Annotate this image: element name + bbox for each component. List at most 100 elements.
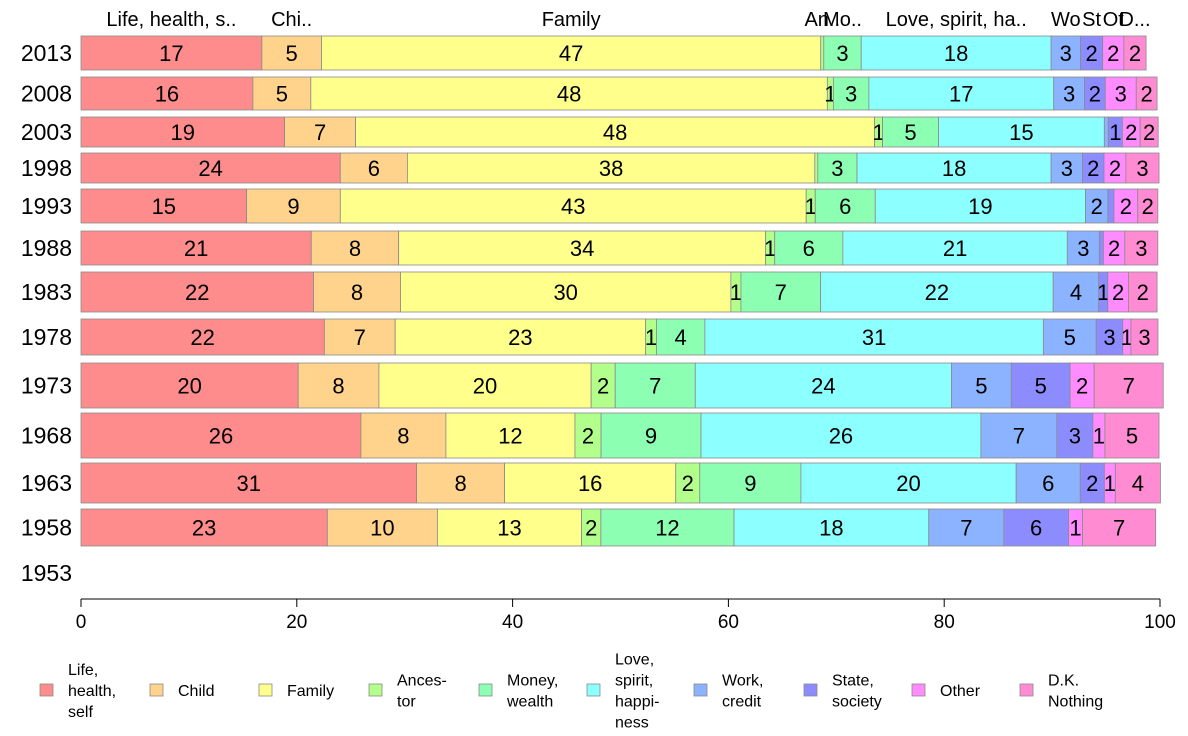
data-label: 16 (155, 82, 179, 107)
data-label: 2 (1076, 374, 1088, 399)
x-tick-label: 40 (502, 612, 523, 633)
data-label: 3 (831, 156, 843, 181)
data-label: 1 (805, 194, 817, 219)
year-label: 1963 (21, 470, 72, 496)
bar-segment (820, 271, 1054, 313)
data-label: 20 (177, 374, 201, 399)
bar-segment (80, 362, 299, 409)
bar-segment (310, 230, 400, 266)
data-label: 30 (553, 280, 577, 305)
bar-segment (1066, 230, 1100, 266)
year-label: 2003 (21, 119, 72, 145)
bar-segment (416, 462, 506, 504)
data-label: 4 (1070, 280, 1082, 305)
data-label: 3 (1060, 41, 1072, 66)
data-label: 4 (675, 325, 687, 350)
bar-segment (80, 412, 362, 459)
data-label: 2 (1125, 120, 1137, 145)
bar-segment (252, 76, 312, 111)
bar-segment (398, 230, 767, 266)
data-label: 3 (1136, 156, 1148, 181)
data-label: 3 (1063, 82, 1075, 107)
bar-segment (823, 35, 862, 71)
legend-swatch (803, 683, 818, 697)
data-label: 2 (1109, 156, 1121, 181)
data-label: 7 (775, 280, 787, 305)
column-header: An.. (804, 9, 840, 31)
legend: Life, health, self Child Family Ances-tor Mone… (39, 652, 1103, 732)
legend-swatch (478, 683, 493, 697)
bar-segment (355, 116, 876, 148)
data-label: 12 (498, 424, 522, 449)
bar-segment (1015, 462, 1081, 504)
x-tick-label: 20 (286, 612, 307, 633)
bar-segment (1082, 508, 1157, 547)
data-label: 24 (198, 156, 222, 181)
bar-segment (980, 412, 1058, 459)
bar-segment (1095, 318, 1124, 356)
data-label: 7 (1123, 374, 1135, 399)
data-label: 7 (960, 516, 972, 541)
data-label: 31 (862, 325, 886, 350)
data-label: 1 (1093, 424, 1105, 449)
data-label: 16 (578, 471, 602, 496)
bar-segment (1010, 362, 1071, 409)
year-label: 1978 (21, 324, 72, 350)
data-label: 1 (1104, 471, 1116, 496)
bar-segment (1079, 462, 1105, 504)
data-label: 19 (171, 120, 195, 145)
bar-segment (394, 318, 647, 356)
bar-segment (740, 271, 822, 313)
bar-segment (699, 462, 802, 504)
bar-segment (951, 362, 1012, 409)
data-label: 5 (286, 41, 298, 66)
column-header: St (1082, 9, 1101, 31)
bar-segment (313, 271, 401, 313)
bar-segment (820, 35, 825, 71)
data-label: 2 (585, 516, 597, 541)
data-label: 3 (836, 41, 848, 66)
x-tick-label: 100 (1144, 612, 1176, 633)
legend-label: Life, health, self (68, 662, 116, 721)
data-label: 21 (184, 236, 208, 261)
data-label: 12 (655, 516, 679, 541)
bar-segment (80, 76, 254, 111)
data-label: 22 (190, 325, 214, 350)
bar-segment (1103, 116, 1109, 148)
data-label: 43 (561, 194, 585, 219)
column-header: D... (1119, 9, 1150, 31)
legend-label: Money, wealth (506, 673, 558, 711)
bar-segment (1104, 76, 1137, 111)
data-label: 3 (1115, 82, 1127, 107)
data-label: 2 (582, 424, 594, 449)
legend-swatch (1019, 683, 1034, 697)
data-label: 15 (152, 194, 176, 219)
bar-segment (323, 318, 396, 356)
data-label: 2 (1087, 156, 1099, 181)
bar-segment (1042, 318, 1097, 356)
x-tick-label: 60 (718, 612, 739, 633)
bar-segment (868, 76, 1055, 111)
bar-segment (733, 508, 930, 547)
data-label: 2 (1143, 120, 1155, 145)
data-label: 6 (1030, 516, 1042, 541)
data-label: 2 (1129, 41, 1141, 66)
legend-label: Family (287, 683, 334, 700)
year-label: 1988 (21, 235, 72, 261)
x-tick-label: 0 (76, 612, 87, 633)
data-label: 7 (354, 325, 366, 350)
bar-segment (1135, 76, 1158, 111)
column-header: Life, health, s.. (106, 9, 236, 31)
bar-segment (1137, 188, 1159, 224)
bar-segment (574, 412, 602, 459)
data-label: 7 (314, 120, 326, 145)
bar-segment (1098, 230, 1104, 266)
bar-segment (1130, 318, 1159, 356)
bar-segment (339, 188, 807, 224)
data-label: 3 (1069, 424, 1081, 449)
data-label: 1 (645, 325, 657, 350)
bar-segment (80, 271, 314, 313)
bar-segment (378, 362, 592, 409)
data-label: 6 (368, 156, 380, 181)
data-label: 19 (968, 194, 992, 219)
